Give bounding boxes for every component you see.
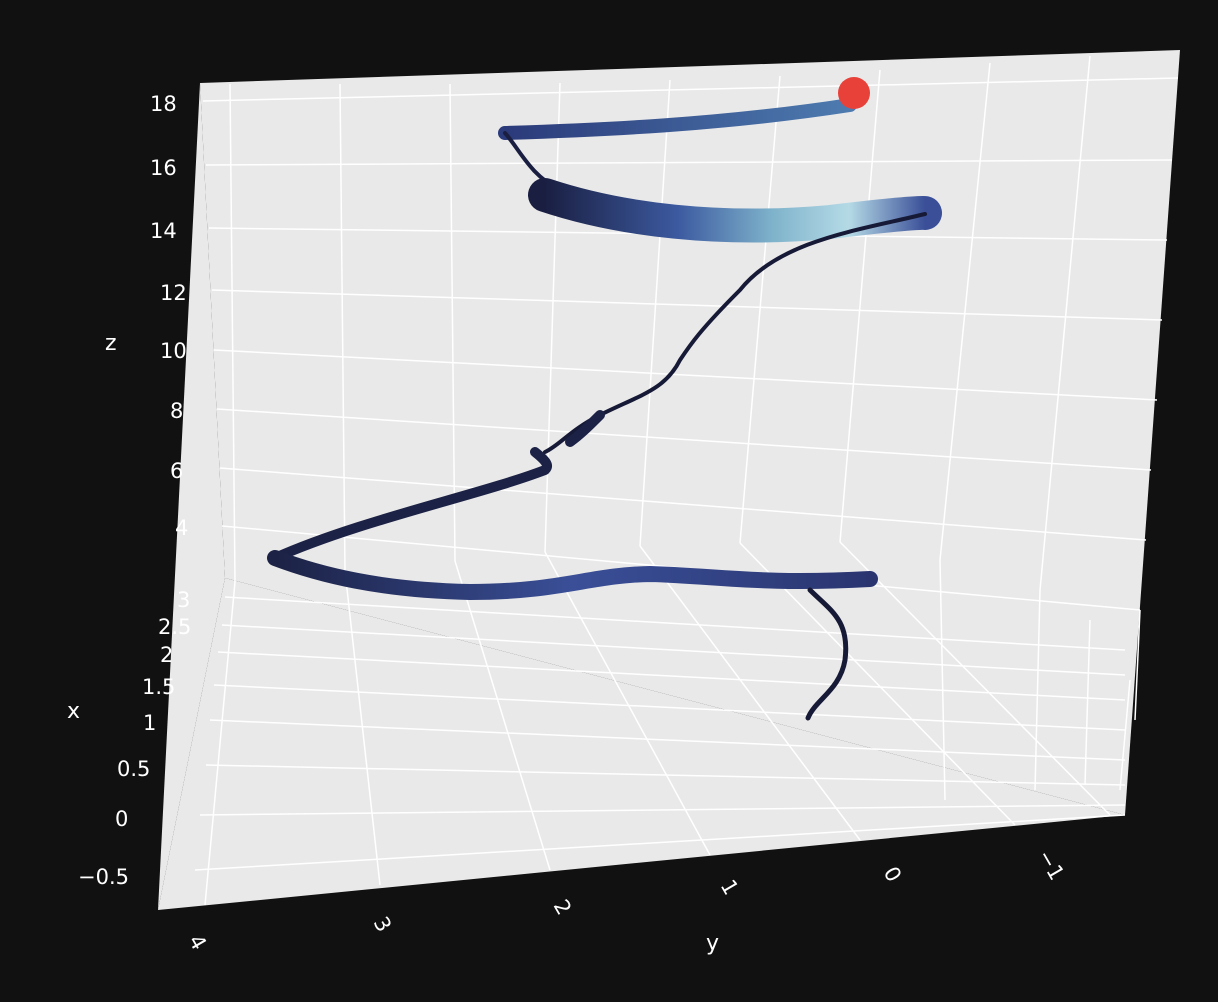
z-tick-label: 6 bbox=[170, 459, 183, 483]
tube-segment-final bbox=[805, 587, 849, 721]
x-tick-label: 0.5 bbox=[117, 757, 150, 781]
x-tick-label: −0.5 bbox=[78, 865, 129, 889]
y-tick-label: 3 bbox=[369, 913, 396, 937]
x-tick-label: 1 bbox=[143, 711, 156, 735]
current-position-marker[interactable] bbox=[838, 77, 870, 109]
z-axis-ticks: 18 16 14 12 10 8 6 4 bbox=[150, 92, 188, 540]
y-tick-label: 0 bbox=[879, 863, 906, 887]
z-tick-label: 4 bbox=[175, 516, 188, 540]
grid-lines bbox=[194, 55, 1179, 906]
trajectory-tube bbox=[267, 98, 942, 721]
z-tick-label: 18 bbox=[150, 92, 177, 116]
x-tick-label: 2.5 bbox=[158, 615, 191, 639]
left-wall-pane bbox=[158, 83, 225, 910]
y-tick-label: −1 bbox=[1033, 846, 1069, 885]
tube-segment-bottom bbox=[267, 550, 878, 600]
x-tick-label: 1.5 bbox=[142, 675, 175, 699]
tube-segment-top bbox=[498, 98, 857, 140]
tube-segment-upper-wide bbox=[528, 178, 942, 243]
z-tick-label: 8 bbox=[170, 399, 183, 423]
tube-segment-bulge bbox=[565, 410, 605, 447]
x-axis-title: x bbox=[67, 699, 80, 724]
x-tick-label: 0 bbox=[115, 807, 128, 831]
y-axis-title: y bbox=[706, 931, 719, 956]
z-axis-title: z bbox=[105, 331, 117, 356]
y-tick-label: 1 bbox=[716, 876, 743, 900]
tube-segment-lower-diagonal bbox=[270, 447, 552, 563]
y-tick-label: 4 bbox=[184, 931, 211, 955]
x-axis-ticks: 3 2.5 2 1.5 1 0.5 0 −0.5 bbox=[78, 588, 191, 889]
z-tick-label: 14 bbox=[150, 219, 177, 243]
z-tick-label: 10 bbox=[160, 339, 187, 363]
back-wall-pane bbox=[200, 50, 1180, 815]
y-tick-label: 2 bbox=[549, 896, 576, 920]
z-tick-label: 12 bbox=[160, 281, 187, 305]
z-tick-label: 16 bbox=[150, 156, 177, 180]
x-tick-label: 3 bbox=[177, 588, 190, 612]
x-tick-label: 2 bbox=[160, 643, 173, 667]
